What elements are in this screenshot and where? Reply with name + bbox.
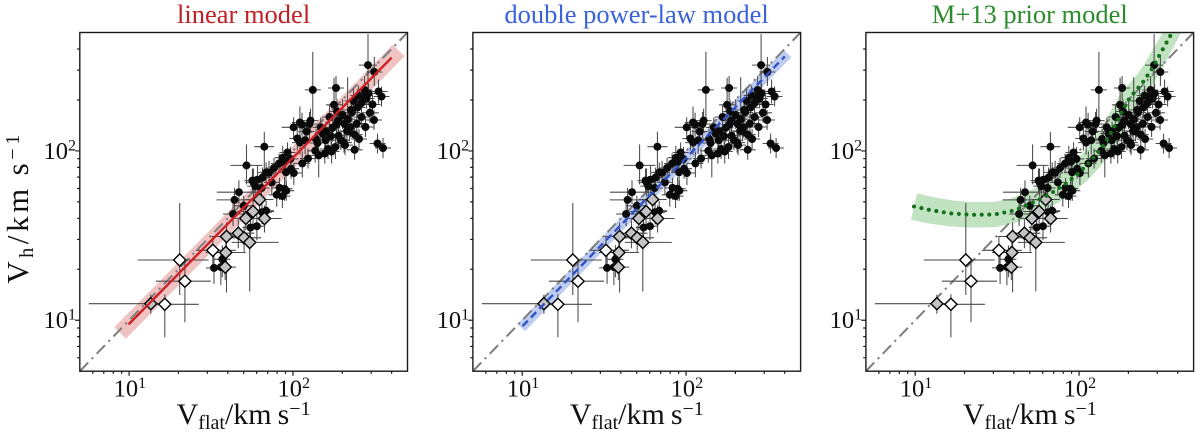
svg-text:Vh/km s−1: Vh/km s−1	[0, 131, 38, 284]
svg-text:linear model: linear model	[177, 0, 310, 29]
svg-text:double power-law model: double power-law model	[504, 0, 768, 29]
svg-text:102: 102	[1064, 375, 1097, 403]
svg-text:Vflat/km s−1: Vflat/km s−1	[570, 398, 704, 434]
svg-text:M+13 prior model: M+13 prior model	[932, 0, 1128, 29]
